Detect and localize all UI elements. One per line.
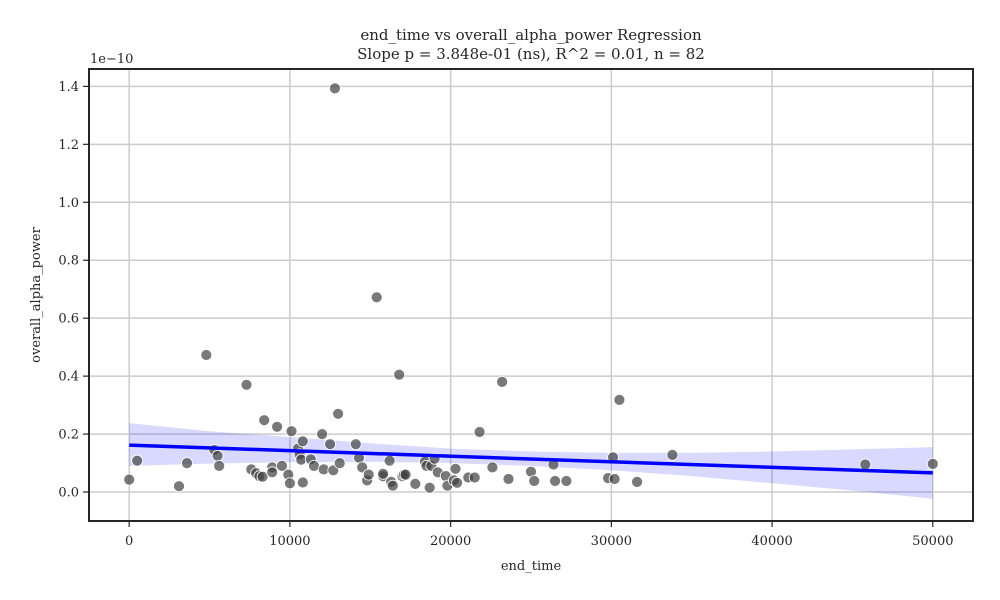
scatter-point bbox=[386, 479, 399, 492]
scatter-point bbox=[496, 375, 509, 388]
chart-subtitle: Slope p = 3.848e-01 (ns), R^2 = 0.01, n … bbox=[357, 45, 705, 63]
scatter-point bbox=[296, 476, 309, 489]
y-offset-label: 1e−10 bbox=[90, 52, 133, 67]
scatter-point bbox=[296, 435, 309, 448]
scatter-point bbox=[131, 454, 144, 467]
scatter-point bbox=[266, 466, 279, 479]
scatter-point bbox=[316, 428, 329, 441]
scatter-point bbox=[211, 449, 224, 462]
scatter-point bbox=[275, 459, 288, 472]
chart-title: end_time vs overall_alpha_power Regressi… bbox=[360, 26, 702, 44]
scatter-point bbox=[608, 473, 621, 485]
scatter-points bbox=[123, 82, 939, 494]
scatter-point bbox=[631, 475, 643, 488]
x-tick-label: 10000 bbox=[269, 534, 310, 549]
scatter-point bbox=[123, 473, 136, 486]
scatter-point bbox=[473, 426, 486, 438]
scatter-point bbox=[256, 470, 269, 483]
y-tick-label: 1.0 bbox=[58, 196, 79, 211]
scatter-point bbox=[399, 468, 412, 481]
regression-line bbox=[129, 443, 933, 475]
x-tick-label: 40000 bbox=[751, 534, 792, 549]
x-tick-label: 0 bbox=[125, 534, 133, 549]
scatter-point bbox=[349, 438, 362, 451]
scatter-point bbox=[859, 458, 872, 471]
scatter-point bbox=[324, 438, 337, 451]
scatter-point bbox=[240, 378, 253, 391]
y-tick-label: 0.2 bbox=[58, 428, 79, 443]
scatter-point bbox=[362, 468, 375, 481]
y-tick-label: 1.2 bbox=[58, 138, 79, 153]
x-tick-label: 50000 bbox=[912, 534, 953, 549]
regression-line-layer bbox=[129, 443, 933, 475]
y-tick-label: 0.4 bbox=[58, 370, 79, 385]
scatter-point bbox=[333, 457, 346, 470]
scatter-point bbox=[486, 461, 499, 474]
scatter-point bbox=[613, 393, 626, 406]
x-tick-label: 20000 bbox=[430, 534, 471, 549]
scatter-point bbox=[173, 480, 185, 493]
scatter-point bbox=[283, 477, 296, 490]
scatter-point bbox=[285, 425, 298, 438]
scatter-point bbox=[271, 420, 284, 433]
scatter-point bbox=[423, 481, 436, 494]
y-tick-label: 0.8 bbox=[58, 254, 79, 269]
scatter-point bbox=[528, 475, 541, 487]
scatter-point bbox=[560, 475, 573, 487]
y-tick-label: 1.4 bbox=[58, 80, 79, 95]
scatter-point bbox=[666, 448, 679, 461]
scatter-point bbox=[332, 407, 345, 420]
scatter-point bbox=[926, 457, 939, 470]
scatter-point bbox=[377, 467, 390, 480]
scatter-point bbox=[549, 475, 561, 487]
scatter-point bbox=[393, 368, 406, 381]
axis-ticks: 0 10000 20000 30000 40000 50000 0.0 0.2 0.4 0.6 0.… bbox=[58, 80, 953, 549]
scatter-point bbox=[468, 471, 481, 484]
scatter-point bbox=[409, 477, 422, 490]
scatter-point bbox=[451, 476, 464, 489]
grid bbox=[89, 69, 973, 521]
scatter-point bbox=[258, 414, 271, 427]
x-tick-label: 30000 bbox=[591, 534, 632, 549]
scatter-point bbox=[200, 349, 213, 361]
scatter-point bbox=[181, 457, 193, 470]
y-tick-label: 0.6 bbox=[58, 312, 79, 327]
x-axis-label: end_time bbox=[501, 559, 562, 574]
scatter-point bbox=[370, 291, 383, 304]
plot-frame bbox=[88, 68, 974, 522]
scatter-point bbox=[449, 462, 462, 475]
y-tick-label: 0.0 bbox=[58, 486, 79, 501]
scatter-point bbox=[213, 459, 226, 472]
y-axis-label: overall_alpha_power bbox=[29, 226, 44, 362]
scatter-point bbox=[383, 454, 396, 467]
scatter-point bbox=[328, 82, 341, 95]
scatter-point bbox=[502, 473, 515, 485]
